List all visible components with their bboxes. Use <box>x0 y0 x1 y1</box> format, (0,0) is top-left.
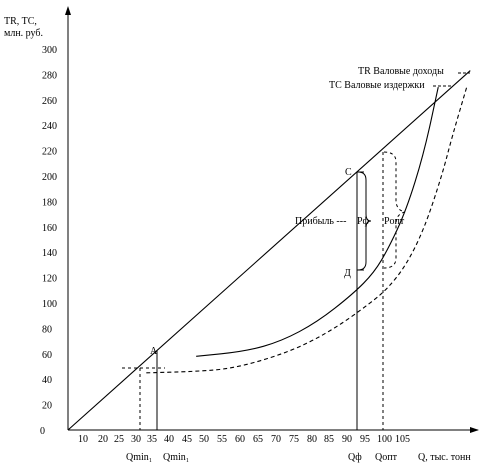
profit-brace-opt <box>383 151 406 269</box>
x-tick-label: 105 <box>395 434 410 445</box>
y-tick-label: 200 <box>42 172 57 183</box>
x-tick-label: 65 <box>253 434 263 445</box>
x-tick-label: 85 <box>324 434 334 445</box>
x-tick-label: 30 <box>131 434 141 445</box>
y-tick-label: 240 <box>42 121 57 132</box>
y-tick-label: 100 <box>42 299 57 310</box>
legend-tr-label: TR Валовые доходы <box>358 66 444 77</box>
y-tick-label: 140 <box>42 248 57 259</box>
y-tick-label: 20 <box>42 401 52 412</box>
y-tick-label: 300 <box>42 45 57 56</box>
series-line-2 <box>146 86 468 374</box>
q-opt-label: Qопт <box>375 452 398 463</box>
y-tick-label: 60 <box>42 350 52 361</box>
y-axis-label-line1: TR, TC, <box>4 16 37 27</box>
x-tick-label: 45 <box>182 434 192 445</box>
x-tick-label: 100 <box>377 434 392 445</box>
x-tick-label: 35 <box>147 434 157 445</box>
x-tick-label: 95 <box>360 434 370 445</box>
x-axis-label: Q, тыс. тонн <box>418 452 471 463</box>
x-tick-label: 40 <box>164 434 174 445</box>
y-axis-label-line2: млн. руб. <box>4 28 43 39</box>
y-tick-label: 120 <box>42 274 57 285</box>
x-tick-label: 80 <box>307 434 317 445</box>
point-label-A: A <box>150 346 158 357</box>
qmin-label-2: Qmin₁ <box>163 452 189 463</box>
profit-label: Прибыль --- <box>295 216 346 227</box>
x-tick-label: 90 <box>342 434 352 445</box>
x-tick-label: 50 <box>199 434 209 445</box>
y-tick-label: 160 <box>42 223 57 234</box>
profit-brace-fact <box>357 171 372 271</box>
x-tick-label: 10 <box>78 434 88 445</box>
y-tick-label: 40 <box>42 375 52 386</box>
point-label-Д: Д <box>344 268 351 279</box>
q-fact-label: Qф <box>348 452 362 463</box>
x-tick-label: 60 <box>235 434 245 445</box>
x-tick-label: 25 <box>114 434 124 445</box>
x-tick-label: 20 <box>98 434 108 445</box>
x-tick-label: 75 <box>289 434 299 445</box>
y-tick-label: 80 <box>42 324 52 335</box>
x-tick-label: 70 <box>271 434 281 445</box>
guide-lines <box>122 151 406 430</box>
axes <box>65 6 479 433</box>
annotations: A C Д <box>150 167 352 357</box>
y-tick-label: 220 <box>42 147 57 158</box>
qmin-label-1: Qmin₁ <box>126 452 152 463</box>
y-tick-label: 280 <box>42 70 57 81</box>
series-lines <box>67 70 471 431</box>
legend-tc-label: TC Валовые издержки <box>329 80 425 91</box>
p-fact-label: Pф <box>357 216 370 227</box>
tick-labels: 0 20 40 60 80 100 120 140 160 180 200 220 240 260 280 3… <box>40 45 410 445</box>
y-axis-arrow <box>65 6 71 15</box>
x-axis-arrow <box>470 427 479 433</box>
point-label-C: C <box>345 167 352 178</box>
series-line-0 <box>67 70 471 431</box>
p-opt-label: Pопт <box>384 216 405 227</box>
x-tick-label: 55 <box>217 434 227 445</box>
y-tick-label: 180 <box>42 197 57 208</box>
y-tick-label: 260 <box>42 96 57 107</box>
series-line-1 <box>196 86 439 357</box>
y-tick-label: 0 <box>40 426 45 437</box>
